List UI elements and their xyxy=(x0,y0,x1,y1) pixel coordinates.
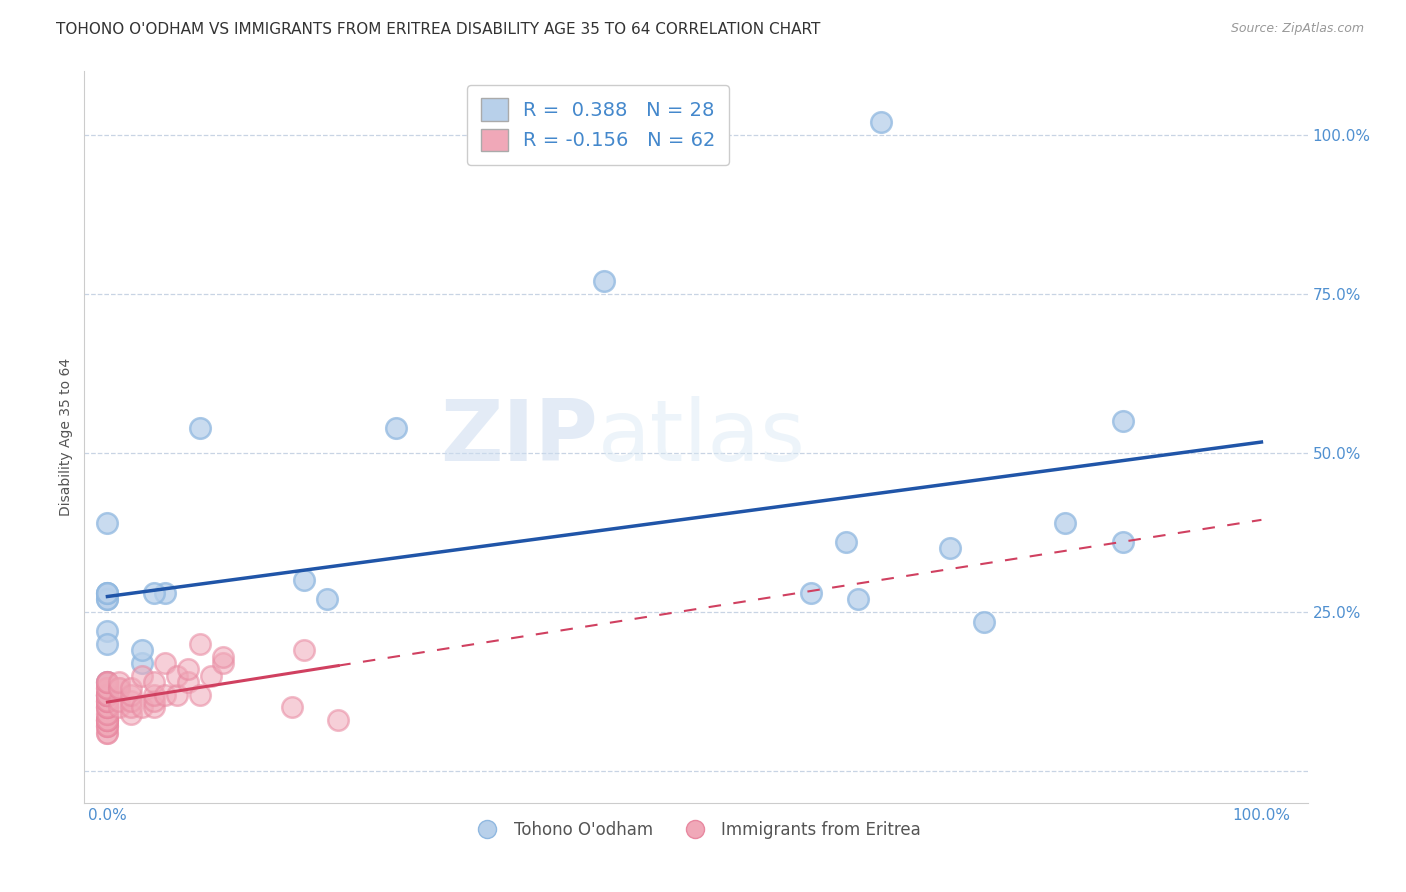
Point xyxy=(385,420,408,434)
Point xyxy=(96,694,118,708)
Point xyxy=(108,681,131,696)
Point xyxy=(96,688,118,702)
Point xyxy=(96,700,118,714)
Point xyxy=(96,700,118,714)
Point xyxy=(96,675,118,690)
Point xyxy=(96,694,118,708)
Point xyxy=(211,656,233,670)
Point xyxy=(142,675,165,690)
Point xyxy=(120,694,142,708)
Point xyxy=(131,668,153,682)
Point xyxy=(120,681,142,696)
Point xyxy=(1112,414,1135,428)
Point xyxy=(96,706,118,721)
Point xyxy=(96,719,118,733)
Point xyxy=(142,700,165,714)
Text: Source: ZipAtlas.com: Source: ZipAtlas.com xyxy=(1230,22,1364,36)
Text: TOHONO O'ODHAM VS IMMIGRANTS FROM ERITREA DISABILITY AGE 35 TO 64 CORRELATION CH: TOHONO O'ODHAM VS IMMIGRANTS FROM ERITRE… xyxy=(56,22,821,37)
Point xyxy=(142,694,165,708)
Point xyxy=(96,726,118,740)
Point xyxy=(96,713,118,727)
Point xyxy=(96,713,118,727)
Point xyxy=(96,694,118,708)
Point xyxy=(120,700,142,714)
Point xyxy=(96,681,118,696)
Point xyxy=(96,675,118,690)
Point xyxy=(96,700,118,714)
Point xyxy=(131,656,153,670)
Legend: Tohono O'odham, Immigrants from Eritrea: Tohono O'odham, Immigrants from Eritrea xyxy=(464,814,928,846)
Point xyxy=(177,675,200,690)
Point xyxy=(96,706,118,721)
Point xyxy=(292,573,315,587)
Point xyxy=(800,586,823,600)
Point xyxy=(292,643,315,657)
Point xyxy=(211,649,233,664)
Point xyxy=(592,274,614,288)
Point xyxy=(96,516,118,530)
Point xyxy=(142,586,165,600)
Point xyxy=(96,592,118,607)
Point xyxy=(96,688,118,702)
Point xyxy=(96,719,118,733)
Point xyxy=(188,637,211,651)
Point xyxy=(108,681,131,696)
Point xyxy=(96,675,118,690)
Point xyxy=(188,688,211,702)
Point xyxy=(96,726,118,740)
Point xyxy=(96,586,118,600)
Point xyxy=(96,713,118,727)
Point xyxy=(869,115,891,129)
Point xyxy=(835,535,858,549)
Point xyxy=(846,592,869,607)
Point xyxy=(96,713,118,727)
Text: atlas: atlas xyxy=(598,395,806,479)
Point xyxy=(166,688,188,702)
Point xyxy=(328,713,350,727)
Y-axis label: Disability Age 35 to 64: Disability Age 35 to 64 xyxy=(59,358,73,516)
Point xyxy=(96,688,118,702)
Point xyxy=(96,675,118,690)
Point xyxy=(108,675,131,690)
Point xyxy=(200,668,222,682)
Point xyxy=(96,694,118,708)
Point xyxy=(131,643,153,657)
Point xyxy=(96,624,118,638)
Point xyxy=(96,586,118,600)
Point xyxy=(939,541,962,556)
Point xyxy=(96,637,118,651)
Point xyxy=(96,688,118,702)
Point xyxy=(120,688,142,702)
Point xyxy=(96,700,118,714)
Point xyxy=(120,706,142,721)
Point xyxy=(131,700,153,714)
Point xyxy=(96,688,118,702)
Point xyxy=(177,662,200,676)
Point xyxy=(315,592,337,607)
Point xyxy=(1054,516,1077,530)
Point xyxy=(188,420,211,434)
Point xyxy=(96,713,118,727)
Point xyxy=(142,688,165,702)
Point xyxy=(153,656,176,670)
Point xyxy=(96,681,118,696)
Point xyxy=(1112,535,1135,549)
Text: ZIP: ZIP xyxy=(440,395,598,479)
Point xyxy=(96,688,118,702)
Point xyxy=(96,681,118,696)
Point xyxy=(96,719,118,733)
Point xyxy=(153,688,176,702)
Point xyxy=(166,668,188,682)
Point xyxy=(96,586,118,600)
Point xyxy=(108,700,131,714)
Point xyxy=(96,592,118,607)
Point xyxy=(108,694,131,708)
Point xyxy=(96,688,118,702)
Point xyxy=(973,615,995,629)
Point xyxy=(153,586,176,600)
Point xyxy=(281,700,304,714)
